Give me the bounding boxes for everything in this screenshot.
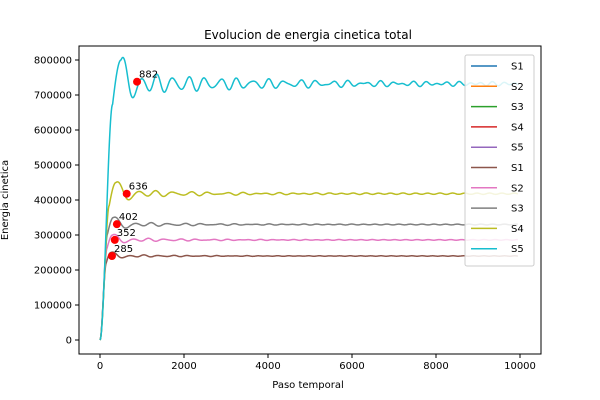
x-tick-label: 6000	[339, 361, 364, 372]
legend-entry-label: S2	[511, 82, 524, 93]
y-tick-label: 100000	[34, 301, 72, 312]
legend: S1 S2 S3 S4 S5 S1 S2 S3 S4 S5	[464, 54, 535, 267]
legend-items: S1 S2 S3 S4 S5 S1 S2 S3 S4 S5	[471, 62, 524, 255]
legend-entry-label: S5	[511, 244, 524, 255]
legend-entry-label: S3	[511, 102, 524, 113]
series-line-1	[99, 251, 519, 341]
legend-entry-label: S1	[511, 163, 524, 174]
legend-entry-label: S1	[511, 62, 524, 73]
series-line-3	[99, 216, 519, 341]
x-axis-label: Paso temporal	[272, 380, 344, 391]
legend-entry-label: S5	[511, 143, 524, 154]
y-tick-label: 400000	[34, 196, 72, 207]
annotation-label: 285	[114, 244, 133, 255]
legend-entry-label: S4	[511, 122, 524, 133]
y-tick-label: 600000	[34, 126, 72, 137]
x-tick-label: 10000	[504, 361, 536, 372]
annotation-label: 352	[117, 228, 136, 239]
legend-box	[464, 54, 535, 267]
y-tick-label: 500000	[34, 161, 72, 172]
legend-entry-label: S4	[511, 224, 524, 235]
y-axis-ticks: 0 100000 200000 300000 400000 500000 600000 700…	[34, 56, 79, 347]
series-line-2	[99, 233, 519, 341]
legend-entry-label: S3	[511, 204, 524, 215]
y-axis-label: Energia cinetica	[0, 160, 11, 240]
x-tick-label: 4000	[255, 361, 280, 372]
legend-entry-label: S2	[511, 183, 524, 194]
annotation-marker	[112, 220, 121, 229]
marker-layer: 285 352 402 636 882	[107, 70, 158, 260]
annotation-marker	[107, 252, 116, 260]
x-tick-label: 0	[97, 361, 103, 372]
y-tick-label: 300000	[34, 231, 72, 242]
x-tick-label: 8000	[423, 361, 448, 372]
x-axis-ticks: 0 2000 4000 6000 8000 10000	[97, 354, 536, 372]
annotation-marker	[133, 77, 142, 86]
series-line-4	[99, 181, 519, 341]
y-tick-label: 0	[66, 336, 72, 347]
annotation-label: 402	[119, 212, 138, 223]
x-tick-label: 2000	[171, 361, 196, 372]
series-layer	[99, 56, 519, 341]
y-tick-label: 200000	[34, 266, 72, 277]
series-line-5	[99, 56, 519, 341]
annotation-label: 636	[129, 182, 148, 193]
y-tick-label: 800000	[34, 56, 72, 67]
annotation-marker	[110, 235, 119, 244]
chart-title: Evolucion de energia cinetica total	[204, 28, 412, 42]
y-tick-label: 700000	[34, 91, 72, 102]
annotation-label: 882	[139, 70, 158, 81]
annotation-marker	[122, 189, 131, 198]
